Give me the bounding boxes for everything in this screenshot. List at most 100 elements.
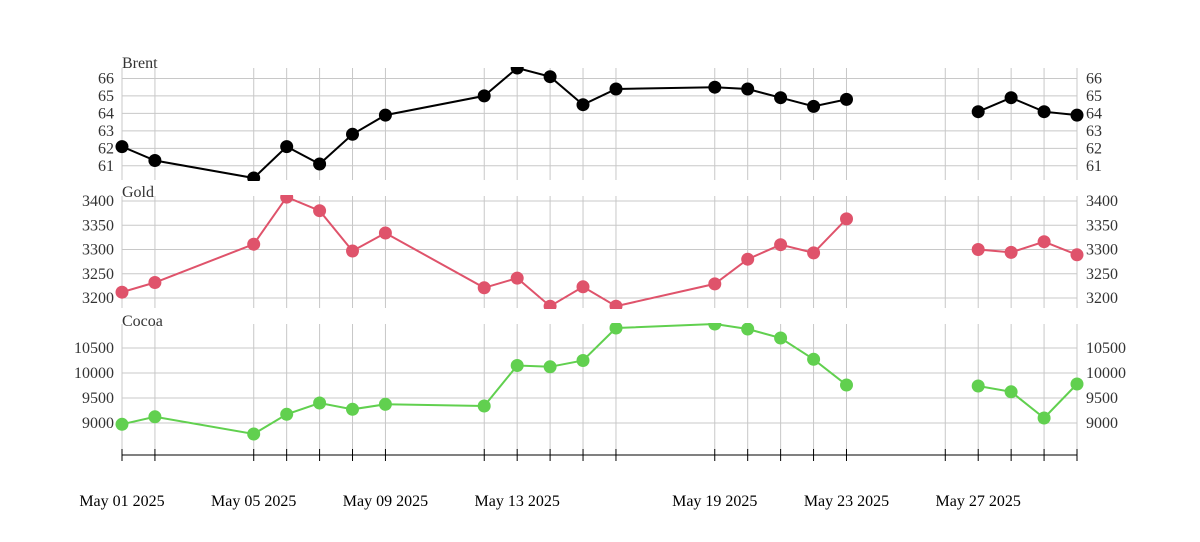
data-point-brent <box>148 154 162 167</box>
data-point-gold <box>378 226 392 240</box>
data-point-cocoa <box>378 397 392 411</box>
y-tick-label-right: 66 <box>1086 70 1102 87</box>
y-tick-label-right: 10000 <box>1086 365 1126 382</box>
data-point-cocoa <box>1004 385 1018 399</box>
y-tick-label-left: 3300 <box>82 242 114 259</box>
y-tick-label-left: 62 <box>98 140 114 157</box>
data-point-cocoa <box>280 407 294 421</box>
data-point-cocoa <box>313 396 327 410</box>
x-tick-label: May 19 2025 <box>672 493 757 510</box>
x-tick-label: May 01 2025 <box>79 493 164 510</box>
data-point-brent <box>1070 108 1084 122</box>
data-point-gold <box>148 276 162 289</box>
y-tick-label-right: 3200 <box>1086 290 1118 307</box>
y-tick-label-left: 3250 <box>82 266 114 283</box>
series-line-cocoa <box>978 383 1078 420</box>
data-point-gold <box>280 195 294 204</box>
y-tick-label-right: 10500 <box>1086 340 1126 357</box>
data-point-gold <box>1070 248 1084 262</box>
data-point-cocoa <box>971 379 985 393</box>
data-point-cocoa <box>148 410 162 424</box>
y-tick-label-left: 3200 <box>82 290 114 307</box>
series-area <box>115 323 1084 441</box>
y-tick-label-left: 9000 <box>82 415 114 432</box>
data-point-cocoa <box>774 331 788 345</box>
y-tick-label-left: 64 <box>98 105 114 122</box>
x-tick-label: May 27 2025 <box>936 493 1021 510</box>
data-point-gold <box>708 277 722 291</box>
data-point-brent <box>510 67 524 75</box>
data-point-brent <box>741 82 755 96</box>
data-point-cocoa <box>840 378 853 392</box>
data-point-brent <box>576 98 590 112</box>
panel-cocoa: 9000 9000 9500 9500 10000 10000 10500 10500 Coco… <box>74 313 1126 450</box>
data-point-gold <box>807 246 821 260</box>
data-point-cocoa <box>1070 377 1084 391</box>
data-point-cocoa <box>741 323 755 336</box>
data-point-gold <box>543 299 557 309</box>
data-point-cocoa <box>543 360 557 374</box>
x-tick-label: May 13 2025 <box>475 493 560 510</box>
data-point-gold <box>840 212 853 226</box>
data-point-cocoa <box>115 417 129 431</box>
y-tick-label-left: 3400 <box>82 193 114 210</box>
data-point-brent <box>807 99 821 113</box>
y-tick-label-left: 10500 <box>74 340 114 357</box>
data-point-brent <box>1004 91 1018 105</box>
y-tick-label-right: 9500 <box>1086 390 1118 407</box>
data-point-cocoa <box>510 359 524 372</box>
y-tick-label-right: 63 <box>1086 123 1102 140</box>
x-tick-label: May 23 2025 <box>804 493 889 510</box>
data-point-gold <box>741 252 755 266</box>
data-point-brent <box>708 80 722 94</box>
y-tick-label-left: 3350 <box>82 217 114 234</box>
data-point-gold <box>477 281 491 295</box>
panel-title: Gold <box>122 184 154 201</box>
data-point-brent <box>477 89 491 103</box>
data-point-cocoa <box>346 402 359 416</box>
data-point-brent <box>378 108 392 122</box>
x-tick-label: May 09 2025 <box>343 493 428 510</box>
y-tick-label-right: 65 <box>1086 88 1102 105</box>
data-point-cocoa <box>708 323 722 331</box>
y-tick-label-left: 63 <box>98 123 114 140</box>
y-tick-label-right: 3400 <box>1086 193 1118 210</box>
y-tick-label-right: 9000 <box>1086 415 1118 432</box>
data-point-gold <box>774 238 788 252</box>
series-area <box>115 195 1084 309</box>
data-point-brent <box>774 91 788 105</box>
data-point-cocoa <box>609 323 623 335</box>
data-point-brent <box>840 92 853 106</box>
y-tick-label-left: 61 <box>98 158 114 175</box>
y-tick-label-left: 66 <box>98 70 114 87</box>
data-point-brent <box>609 82 623 96</box>
data-point-brent <box>247 171 261 181</box>
series-line-gold <box>978 240 1078 256</box>
data-point-brent <box>313 157 327 171</box>
panel-title: Brent <box>122 55 158 72</box>
panel-title: Cocoa <box>122 313 163 330</box>
data-point-brent <box>115 140 129 154</box>
y-tick-label-left: 10000 <box>74 365 114 382</box>
data-point-gold <box>609 299 623 309</box>
data-point-brent <box>346 127 359 141</box>
data-point-gold <box>115 285 129 299</box>
data-point-brent <box>543 70 557 84</box>
data-point-gold <box>971 243 985 256</box>
data-point-cocoa <box>576 354 590 367</box>
panel-gold: 3200 3200 3250 3250 3300 3300 3350 3350 3400 3400… <box>82 184 1118 309</box>
y-tick-label-right: 62 <box>1086 140 1102 157</box>
y-tick-label-right: 61 <box>1086 158 1102 175</box>
data-point-gold <box>247 237 261 251</box>
data-point-gold <box>346 244 359 258</box>
x-tick-label: May 05 2025 <box>211 493 296 510</box>
data-point-cocoa <box>807 352 821 366</box>
series-area <box>115 67 1084 181</box>
data-point-gold <box>576 280 590 294</box>
data-point-brent <box>1037 105 1051 119</box>
data-point-gold <box>1004 245 1018 259</box>
data-point-cocoa <box>1037 411 1051 425</box>
data-point-gold <box>1037 235 1051 249</box>
y-tick-label-left: 9500 <box>82 390 114 407</box>
